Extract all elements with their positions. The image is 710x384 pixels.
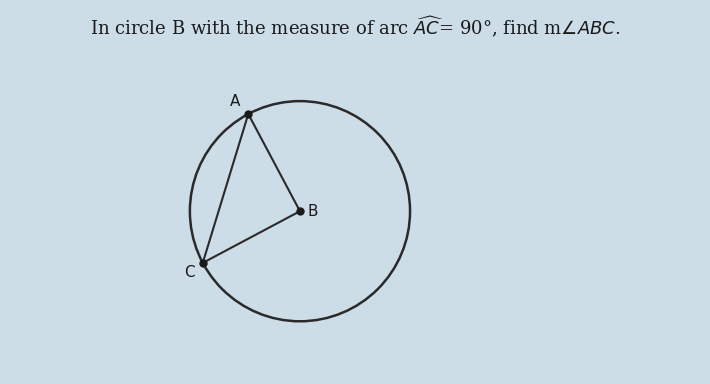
Text: B: B xyxy=(307,204,318,219)
Text: In circle B with the measure of arc $\widehat{AC}$= 90°, find m$\angle ABC$.: In circle B with the measure of arc $\wi… xyxy=(89,15,621,40)
Text: A: A xyxy=(230,93,241,109)
Text: C: C xyxy=(185,265,195,280)
